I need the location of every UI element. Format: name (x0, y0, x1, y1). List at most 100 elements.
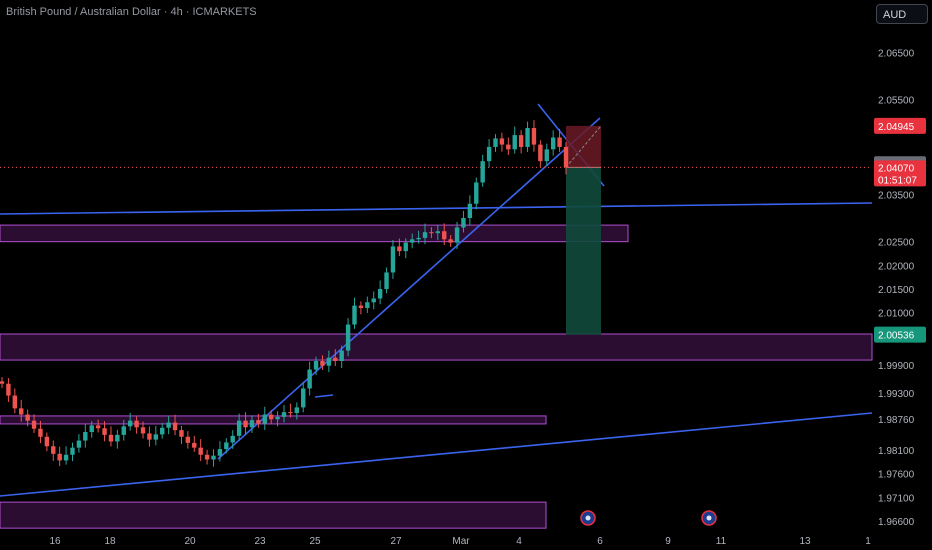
candle-body (89, 425, 94, 433)
candle-body (313, 361, 319, 370)
event-flag-dot (585, 515, 591, 521)
chart-title: British Pound / Australian Dollar · 4h ·… (6, 6, 257, 18)
time-tick-label: 11 (716, 536, 727, 547)
price-tick-label: 2.05500 (878, 96, 915, 107)
candle-body (192, 442, 197, 448)
take-profit-zone (566, 167, 601, 335)
candle-body (454, 227, 460, 243)
candle-body (268, 414, 274, 420)
candle-body (518, 135, 524, 147)
candle-body (31, 420, 37, 429)
candle-body (506, 144, 511, 150)
price-tick-label: 1.99900 (878, 361, 915, 372)
candle-body (198, 447, 203, 455)
candle-body (397, 246, 402, 252)
events-layer[interactable] (580, 510, 717, 526)
current-price-text: 2.04070 (878, 163, 915, 174)
current-price-box (874, 160, 926, 187)
candle-body (333, 357, 338, 362)
candle-body (345, 324, 351, 351)
candle-body (301, 388, 306, 408)
trendlines-layer (0, 103, 873, 497)
candle-body (160, 427, 165, 435)
candle-body (442, 231, 447, 240)
time-tick-label: 9 (665, 536, 671, 547)
candle-body (429, 232, 434, 234)
trendline-extension (314, 394, 334, 398)
time-tick-label: 27 (390, 536, 402, 547)
candle-body (422, 232, 428, 238)
price-tick-label: 1.98100 (878, 446, 915, 457)
candle-body (0, 381, 5, 384)
candle-body (493, 138, 498, 147)
price-tick-label: 2.06500 (878, 48, 915, 59)
candle-body (57, 453, 62, 461)
candle-body (166, 422, 171, 428)
time-tick-label: 18 (104, 536, 116, 547)
candle-body (531, 128, 537, 145)
candle-body (384, 272, 389, 290)
candle-body (6, 383, 11, 396)
candle-body (467, 203, 473, 218)
time-tick-label: 25 (309, 536, 321, 547)
candle-body (550, 137, 556, 150)
time-tick-label: 4 (516, 536, 522, 547)
candle-body (230, 435, 235, 443)
horizontal-trendline (0, 202, 873, 215)
candle-body (83, 432, 88, 441)
candle-body (70, 447, 75, 455)
candle-body (25, 414, 30, 421)
countdown-text: 01:51:07 (878, 175, 917, 186)
candle-body (256, 420, 261, 424)
price-label-text: 2.00536 (878, 331, 915, 342)
short-position-tool[interactable] (0, 125, 872, 335)
price-tick-label: 1.98760 (878, 415, 915, 426)
candle-body (179, 430, 184, 437)
rising-trendline (217, 117, 601, 460)
candle-body (204, 454, 210, 460)
candle-body (249, 420, 255, 428)
candle-body (217, 449, 223, 456)
price-tick-label: 2.03500 (878, 190, 915, 201)
time-tick-label: 23 (254, 536, 266, 547)
candle-body (448, 239, 453, 243)
candle-body (512, 135, 517, 150)
candle-body (224, 442, 229, 450)
candle-body (262, 414, 267, 424)
price-tick-label: 2.01500 (878, 285, 915, 296)
candle-body (371, 298, 376, 303)
candle-body (538, 144, 543, 162)
candle-body (409, 239, 415, 243)
candle-body (403, 242, 408, 252)
candle-body (63, 454, 69, 461)
time-tick-label: 20 (184, 536, 196, 547)
currency-button[interactable]: AUD (876, 4, 928, 24)
candle-body (140, 427, 146, 434)
candle-body (557, 137, 562, 147)
candle-body (525, 128, 530, 147)
candle-body (236, 420, 242, 436)
candle-body (365, 302, 370, 308)
candle-body (416, 237, 421, 240)
candle-body (38, 428, 43, 437)
candle-body (288, 412, 293, 414)
time-tick-label: 1 (865, 536, 871, 547)
candle-body (358, 305, 364, 308)
candle-body (486, 146, 492, 162)
price-tick-label: 1.96600 (878, 517, 915, 528)
long-term-trendline (0, 412, 873, 497)
candle-body (352, 305, 357, 325)
candle-body (115, 434, 120, 442)
price-label-box (874, 326, 926, 343)
price-axis[interactable]: 2.06500 2.05500 2.03500 2.02500 2.02000 2.015… (878, 48, 915, 528)
candle-body (339, 350, 344, 362)
candle-body (121, 426, 126, 435)
candle-body (499, 138, 505, 145)
price-tick-label: 1.97600 (878, 470, 915, 481)
candle-body (44, 436, 50, 447)
candle-body (127, 420, 133, 427)
time-axis[interactable]: 16 18 20 23 25 27 Mar 4 6 9 11 13 1 (49, 536, 871, 547)
candles-layer (0, 120, 569, 467)
time-tick-label: 6 (597, 536, 603, 547)
